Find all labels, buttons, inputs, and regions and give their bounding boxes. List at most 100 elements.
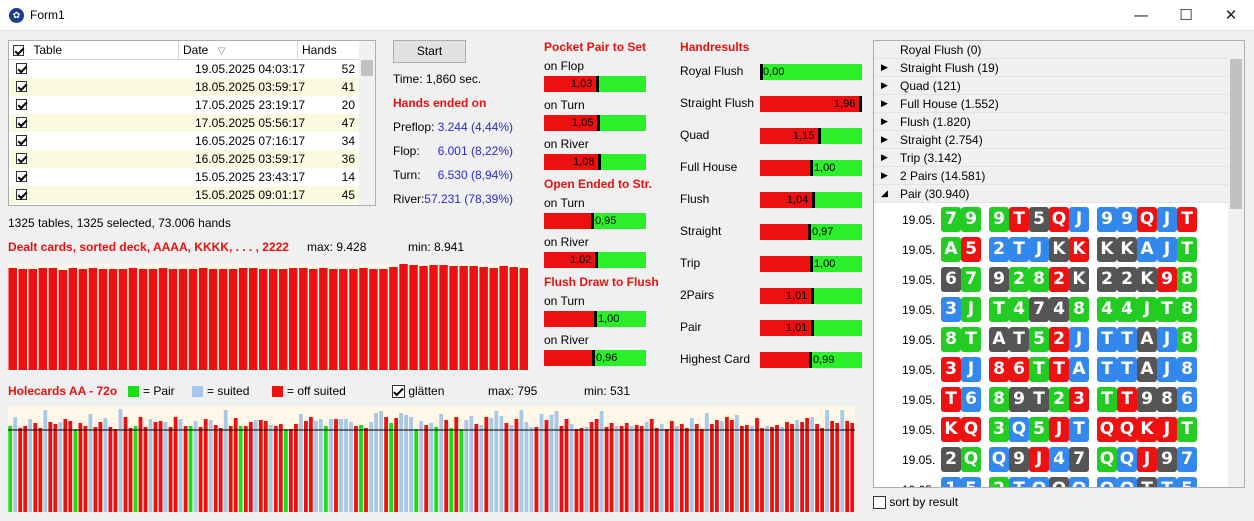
holecard-bar [745,425,749,512]
playing-card: 9 [1137,387,1157,412]
row-checkbox[interactable] [16,135,27,146]
playing-card: T [1097,357,1117,382]
playing-card: 3 [941,357,961,382]
row-checkbox[interactable] [16,117,27,128]
holecard-bar [639,426,644,512]
tables-list-scrollbar[interactable] [359,41,375,205]
expand-arrow-icon[interactable]: ▶ [881,117,888,127]
holecard-bar [740,426,744,512]
ratio-marker [859,96,862,112]
table-row[interactable]: 17.05.2025 23:19:17 20 [9,96,361,114]
sort-by-result-checkbox[interactable] [873,496,886,510]
result-group[interactable]: ▶ Full House (1.552) [874,95,1228,113]
playing-card: 2 [989,237,1009,262]
hand-row[interactable]: 19.05. 3 J T 4 7 4 8 4 4 J T 8 [874,295,1228,325]
ratio-bar-red [760,96,860,112]
results-scrollbar[interactable] [1228,41,1244,487]
row-checkbox[interactable] [16,153,27,164]
row-checkbox[interactable] [16,81,27,92]
table-row[interactable]: 15.05.2025 23:43:17 14 [9,168,361,186]
dealt-bar [38,268,48,370]
column-date-label: Date [183,43,209,57]
smooth-toggle[interactable]: glätten [392,384,444,399]
dealt-bar [269,269,278,370]
expand-arrow-icon[interactable]: ▶ [881,153,888,163]
holecard-bar [730,420,734,512]
scrollbar-thumb[interactable] [1230,59,1242,209]
tables-list[interactable]: Table Date ▽ Hands 19.05.2025 04:03:17 52… [8,40,376,206]
result-group[interactable]: Royal Flush (0) [874,41,1228,59]
expand-arrow-icon[interactable]: ▶ [881,99,888,109]
hand-row[interactable]: 19.05. T 6 8 9 T 2 3 T T 9 8 6 [874,385,1228,415]
legend-suited: = suited [192,384,249,398]
holecard-bar [78,423,83,512]
sort-by-result-toggle[interactable]: sort by result [873,495,958,510]
result-group[interactable]: ▶ Trip (3.142) [874,149,1228,167]
expand-arrow-icon[interactable]: ▶ [881,135,888,145]
playing-card: 3 [941,297,961,322]
result-group[interactable]: ▶ Flush (1.820) [874,113,1228,131]
row-checkbox[interactable] [16,189,27,200]
table-row[interactable]: 16.05.2025 07:16:17 34 [9,132,361,150]
maximize-button[interactable]: ☐ [1179,6,1193,24]
row-checkbox[interactable] [16,63,27,74]
result-group[interactable]: ◢ Pair (30.940) [874,185,1228,203]
holecard-bar [755,418,759,512]
select-all-checkbox[interactable] [13,45,24,57]
hand-row[interactable]: 19.05. 6 7 9 2 8 2 K 2 2 K 9 8 [874,265,1228,295]
ratio-marker [760,64,763,80]
dealt-bar [499,266,508,370]
app-icon: ✿ [9,8,24,23]
hand-row[interactable]: 19.05. 8 T A T 5 2 J T T A J 8 [874,325,1228,355]
table-row[interactable]: 17.05.2025 05:56:17 47 [9,114,361,132]
expand-arrow-icon[interactable]: ▶ [881,63,888,73]
result-group[interactable]: ▶ 2 Pairs (14.581) [874,167,1228,185]
scrollbar-thumb[interactable] [361,60,373,76]
row-checkbox[interactable] [16,171,27,182]
smooth-checkbox[interactable] [392,385,405,399]
holecard-bar [284,429,288,512]
column-hands[interactable]: Hands [298,41,361,60]
result-group[interactable]: ▶ Straight Flush (19) [874,59,1228,77]
hand-row[interactable]: 19.05. K Q 3 Q 5 J T Q Q K J T [874,415,1228,445]
expand-arrow-icon[interactable]: ▶ [881,81,888,91]
row-hands: 14 [341,170,355,184]
result-group[interactable]: ▶ Quad (121) [874,77,1228,95]
ended-value: 6.001 (8,22%) [437,144,513,158]
dealt-bar [8,268,17,370]
ratio-value: 0,96 [596,352,618,364]
holecard-bar [594,419,599,512]
playing-card: Q [1009,417,1029,442]
minimize-button[interactable]: — [1133,6,1149,24]
table-row[interactable]: 19.05.2025 04:03:17 52 [9,60,361,78]
ratio-value: 1,00 [814,162,836,174]
hand-row[interactable]: 19.05. A 5 2 T J K K K K A J T [874,235,1228,265]
table-row[interactable]: 16.05.2025 03:59:17 36 [9,150,361,168]
hand-row[interactable]: 19.05. 7 9 9 T 5 Q J 9 9 Q J T [874,205,1228,235]
close-button[interactable]: ✕ [1224,6,1238,24]
start-button[interactable]: Start [393,40,466,63]
ratio-marker [808,224,811,240]
playing-card: T [1009,207,1029,232]
playing-card: 7 [961,267,981,292]
expand-arrow-icon[interactable]: ◢ [881,189,888,199]
result-group[interactable]: ▶ Straight (2.754) [874,131,1228,149]
expand-arrow-icon[interactable]: ▶ [881,171,888,181]
row-date: 17.05.2025 23:19:17 [195,98,306,112]
row-hands: 36 [341,152,355,166]
holecard-bar [163,422,168,512]
hand-row[interactable]: 19.05. 3 J 8 6 T T A T T A J 8 [874,355,1228,385]
dealt-bar [369,269,378,370]
ratio-value: 1,08 [573,156,595,168]
holecard-bar [58,422,63,512]
holecard-bar [810,417,814,512]
row-checkbox[interactable] [16,99,27,110]
playing-card: K [1049,237,1069,262]
column-table[interactable]: Table [9,41,179,60]
hand-row[interactable]: 19.05.152TQQQQQTT5 [874,475,1228,487]
table-row[interactable]: 18.05.2025 03:59:17 41 [9,78,361,96]
hand-row[interactable]: 19.05. 2 Q Q 9 J 4 7 Q Q J 9 7 [874,445,1228,475]
results-tree[interactable]: Royal Flush (0) ▶ Straight Flush (19) ▶ Quad… [873,40,1245,488]
table-row[interactable]: 15.05.2025 09:01:17 45 [9,186,361,204]
column-date[interactable]: Date ▽ [179,41,298,60]
